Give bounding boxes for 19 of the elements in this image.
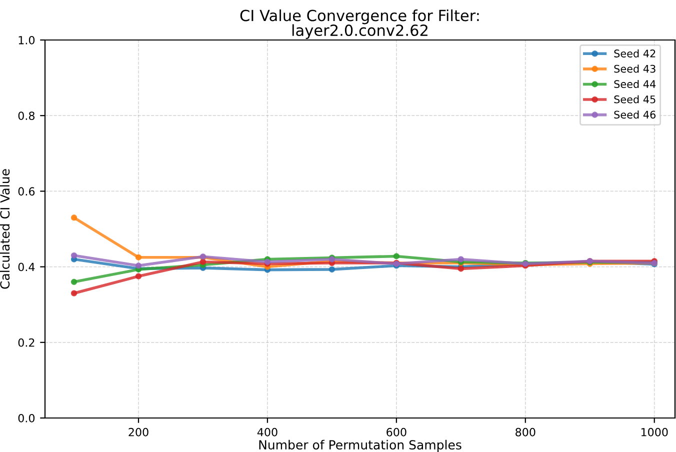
legend-label: Seed 45 (614, 95, 656, 104)
x-tick-label: 600 (386, 428, 406, 436)
y-tick-label: 0.0 (18, 414, 35, 422)
legend-label: Seed 44 (614, 80, 656, 88)
y-axis-title: Calculated CI Value (0, 169, 10, 289)
legend-label: Seed 43 (614, 64, 656, 73)
y-tick-label: 0.2 (18, 338, 34, 347)
y-tick-label: 0.8 (18, 112, 35, 120)
y-tick-label: 0.4 (18, 262, 35, 272)
x-tick-label: 400 (257, 428, 278, 436)
x-tick-label: 800 (516, 428, 536, 436)
legend-label: Seed 42 (614, 49, 656, 58)
y-tick-label: 0.6 (18, 187, 35, 196)
x-axis-title: Number of Permutation Samples (259, 440, 462, 452)
y-tick-label: 1.0 (18, 36, 35, 44)
x-tick-label: 200 (128, 428, 148, 436)
legend-label: Seed 46 (614, 110, 656, 119)
chart-title: CI Value Convergence for Filter: layer2.0.conv2.62 (240, 9, 479, 40)
x-tick-label: 1000 (641, 428, 668, 436)
